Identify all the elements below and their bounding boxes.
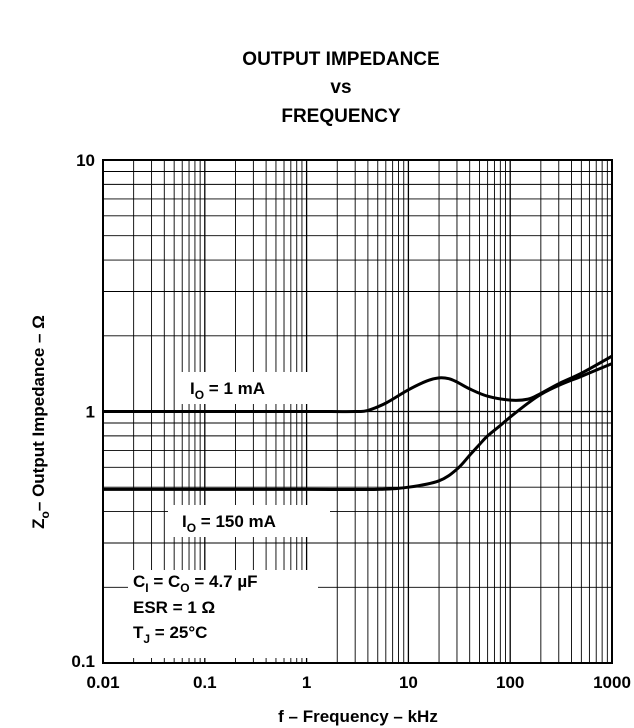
x-tick-label: 10 — [399, 673, 418, 692]
x-tick-label: 100 — [496, 673, 524, 692]
x-tick-labels: 0.01 0.1 1 10 100 1000 — [86, 673, 630, 692]
condition-esr: ESR = 1 Ω — [133, 598, 215, 617]
x-tick-label: 1 — [302, 673, 311, 692]
series-label-150ma-main: I — [182, 512, 187, 531]
cond-t-sub: J — [143, 632, 150, 646]
series-label-150ma-sub: O — [187, 521, 196, 535]
chart-series — [102, 354, 613, 492]
chart-annotations: IO = 1 mA IO = 150 mA CI = CO = 4.7 µF E… — [128, 372, 330, 658]
y-axis-label-sub: o — [38, 511, 52, 518]
series-label-150ma: IO = 150 mA — [182, 512, 276, 535]
series-label-150ma-rest: = 150 mA — [196, 512, 276, 531]
x-tick-label: 0.1 — [193, 673, 217, 692]
chart-title-line-3: FREQUENCY — [281, 106, 401, 127]
series-label-1ma-sub: O — [195, 388, 204, 402]
condition-temperature: TJ = 25°C — [133, 623, 207, 646]
cond-c-sub2: O — [180, 581, 189, 595]
x-axis-label: f – Frequency – kHz — [278, 707, 438, 726]
y-axis-label: Zo– Output Impedance – Ω — [29, 315, 52, 529]
y-tick-label: 0.1 — [71, 652, 95, 671]
cond-c-mid: = C — [149, 572, 181, 591]
y-axis-label-rest: – Output Impedance – Ω — [29, 315, 48, 511]
series-line-150ma — [103, 362, 613, 492]
condition-capacitance: CI = CO = 4.7 µF — [133, 572, 258, 595]
plot-frame — [102, 159, 613, 664]
conditions-box — [128, 570, 318, 658]
label-box-150ma — [168, 505, 330, 537]
cond-c-sub1: I — [145, 581, 148, 595]
x-tick-label: 0.01 — [86, 673, 119, 692]
cond-t-rest: = 25°C — [150, 623, 207, 642]
y-axis-label-main: Z — [29, 518, 48, 528]
y-tick-label: 1 — [86, 403, 95, 422]
series-label-1ma: IO = 1 mA — [190, 379, 265, 402]
x-tick-label: 1000 — [593, 673, 631, 692]
y-tick-label: 10 — [76, 151, 95, 170]
cond-c-rest: = 4.7 µF — [190, 572, 258, 591]
series-label-1ma-rest: = 1 mA — [204, 379, 265, 398]
chart-title-line-1: OUTPUT IMPEDANCE — [242, 49, 439, 70]
series-label-1ma-main: I — [190, 379, 195, 398]
cond-t-main: T — [133, 623, 144, 642]
label-box-1ma — [176, 372, 316, 404]
y-tick-labels: 0.1 1 10 — [71, 151, 95, 671]
cond-c-main: C — [133, 572, 145, 591]
chart-title-line-2: vs — [330, 77, 351, 98]
